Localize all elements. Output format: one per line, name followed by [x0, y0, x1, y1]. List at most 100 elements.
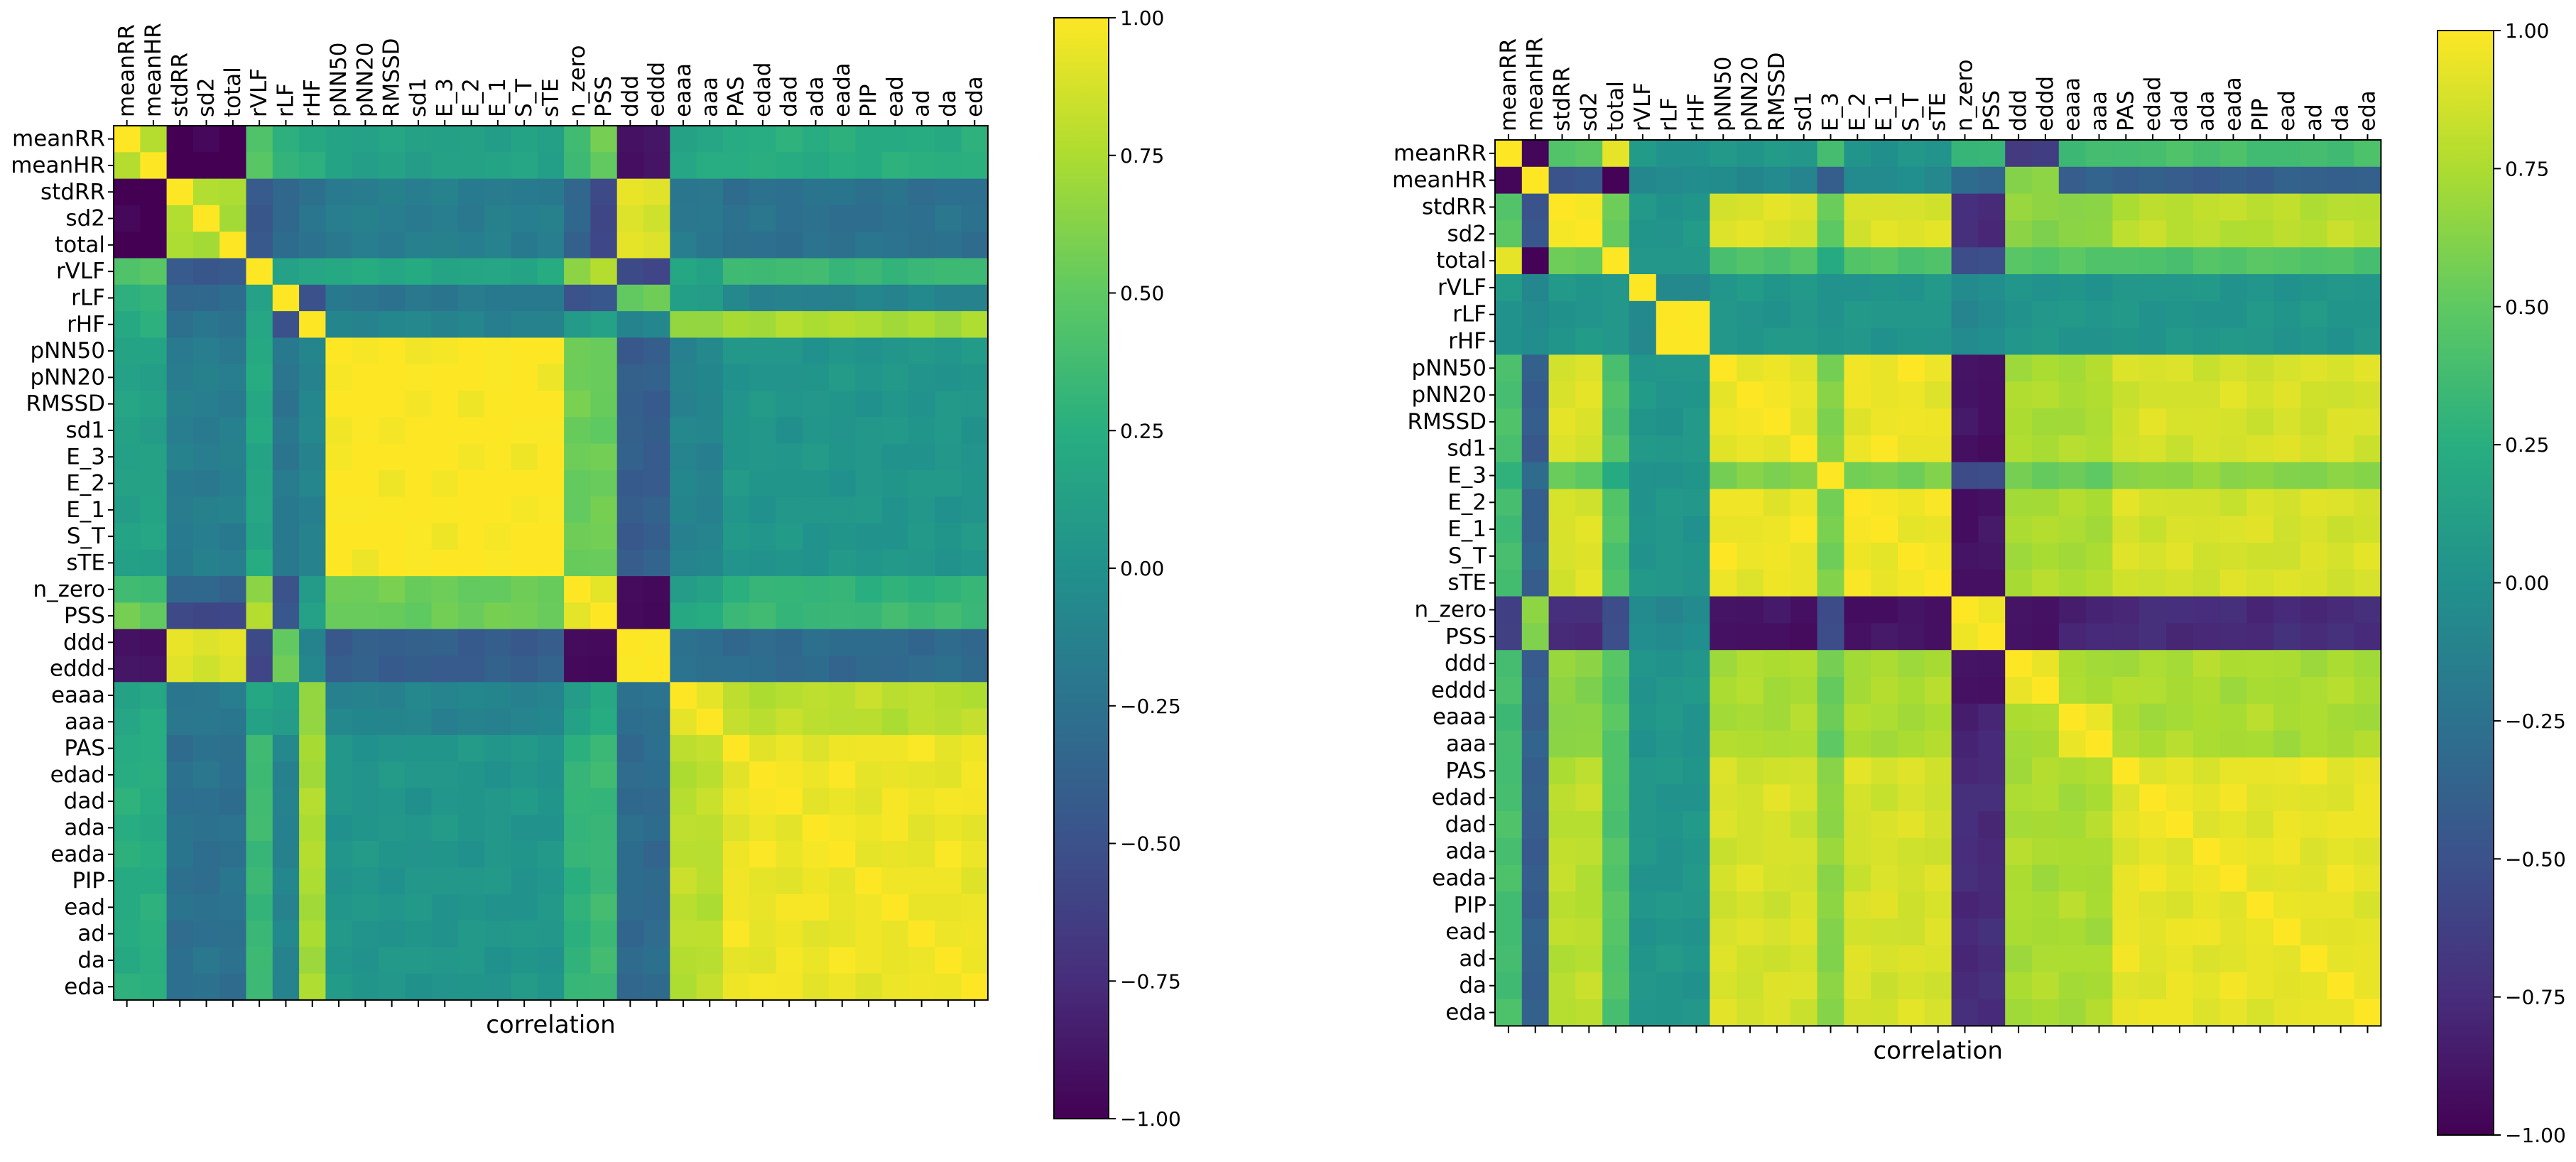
heatmap-cell: [1548, 247, 1576, 275]
heatmap-cell: [2300, 918, 2328, 946]
heatmap-cell: [379, 126, 406, 153]
heatmap-cell: [1521, 516, 1550, 543]
heatmap-cell: [1951, 193, 1979, 221]
heatmap-cell: [352, 205, 379, 232]
heatmap-cell: [299, 576, 326, 603]
heatmap-cell: [246, 921, 273, 947]
heatmap-cell: [511, 734, 538, 762]
heatmap-cell: [616, 656, 644, 683]
heatmap-cell: [749, 682, 777, 710]
heatmap-cell: [272, 656, 300, 683]
row-label: rHF: [67, 312, 105, 337]
heatmap-cell: [1629, 703, 1657, 732]
heatmap-cell: [140, 496, 168, 524]
heatmap-cell: [2246, 354, 2274, 382]
heatmap-cell: [2139, 193, 2167, 221]
heatmap-cell: [802, 761, 830, 789]
heatmap-cell: [881, 232, 909, 259]
heatmap-cell: [511, 629, 538, 656]
column-label: rHF: [1684, 93, 1710, 131]
heatmap-cell: [2192, 462, 2221, 489]
colorbar-tick-label: −0.50: [2505, 847, 2566, 871]
heatmap-cell: [643, 708, 670, 736]
heatmap-cell: [1790, 140, 1818, 168]
heatmap-cell: [431, 656, 459, 683]
heatmap-cell: [670, 602, 697, 630]
heatmap-cell: [246, 469, 273, 497]
heatmap-cell: [2219, 703, 2247, 732]
heatmap-cell: [2166, 784, 2194, 812]
heatmap-cell: [1790, 274, 1818, 302]
heatmap-cell: [537, 814, 565, 842]
heatmap-cell: [457, 284, 485, 312]
heatmap-cell: [405, 178, 433, 206]
heatmap-cell: [2300, 999, 2328, 1026]
heatmap-cell: [1602, 516, 1630, 543]
heatmap-cell: [2246, 864, 2274, 892]
heatmap-cell: [1710, 730, 1737, 758]
heatmap-cell: [855, 549, 883, 577]
heatmap-cell: [1924, 972, 1952, 1000]
heatmap-cell: [2005, 166, 2033, 195]
heatmap-cell: [776, 284, 803, 312]
heatmap-cell: [325, 788, 353, 815]
heatmap-cell: [908, 443, 935, 471]
heatmap-cell: [1575, 891, 1603, 919]
heatmap-cell: [2300, 274, 2328, 302]
heatmap-cell: [1629, 999, 1657, 1026]
heatmap-cell: [643, 788, 670, 815]
heatmap-cell: [776, 734, 803, 762]
heatmap-cell: [2058, 757, 2087, 785]
heatmap-cell: [166, 576, 194, 603]
heatmap-cell: [749, 894, 777, 921]
heatmap-cell: [776, 867, 803, 895]
heatmap-cell: [1683, 623, 1710, 651]
heatmap-cell: [776, 708, 803, 736]
heatmap-cell: [1656, 408, 1684, 436]
heatmap-cell: [961, 232, 989, 259]
heatmap-cell: [272, 496, 300, 524]
heatmap-cell: [299, 841, 326, 868]
heatmap-cell: [2246, 247, 2274, 275]
heatmap-cell: [722, 496, 750, 524]
heatmap-cell: [696, 496, 724, 524]
heatmap-cell: [2166, 757, 2194, 785]
heatmap-cell: [1978, 757, 2006, 785]
heatmap-cell: [1817, 730, 1844, 758]
heatmap-cell: [2192, 757, 2221, 785]
heatmap-cell: [590, 947, 618, 974]
heatmap-cell: [379, 921, 406, 947]
heatmap-cell: [1683, 730, 1710, 758]
heatmap-cell: [2005, 730, 2033, 758]
heatmap-cell: [696, 258, 724, 286]
heatmap-cell: [2246, 650, 2274, 678]
heatmap-cell: [855, 814, 883, 842]
heatmap-cell: [2139, 220, 2167, 248]
heatmap-cell: [2246, 757, 2274, 785]
heatmap-cell: [1978, 677, 2006, 705]
heatmap-cell: [1898, 543, 1925, 570]
heatmap-cell: [299, 682, 326, 710]
heatmap-cell: [246, 682, 273, 710]
heatmap-cell: [1629, 730, 1657, 758]
heatmap-cell: [2219, 462, 2247, 489]
heatmap-cell: [881, 311, 909, 338]
heatmap-cell: [2139, 435, 2167, 463]
heatmap-cell: [881, 549, 909, 577]
heatmap-cell: [776, 549, 803, 577]
heatmap-cell: [1737, 166, 1764, 195]
heatmap-cell: [140, 232, 168, 259]
heatmap-cell: [1629, 354, 1657, 382]
heatmap-cell: [2058, 569, 2087, 597]
heatmap-cell: [2354, 489, 2381, 516]
heatmap-cell: [272, 311, 300, 338]
heatmap-cell: [802, 469, 830, 497]
heatmap-cell: [511, 232, 538, 259]
heatmap-cell: [1656, 703, 1684, 732]
heatmap-cell: [696, 364, 724, 391]
heatmap-cell: [1629, 489, 1657, 516]
heatmap-cell: [1844, 354, 1871, 382]
heatmap-cell: [749, 364, 777, 391]
heatmap-cell: [2246, 435, 2274, 463]
heatmap-cell: [1521, 408, 1550, 436]
